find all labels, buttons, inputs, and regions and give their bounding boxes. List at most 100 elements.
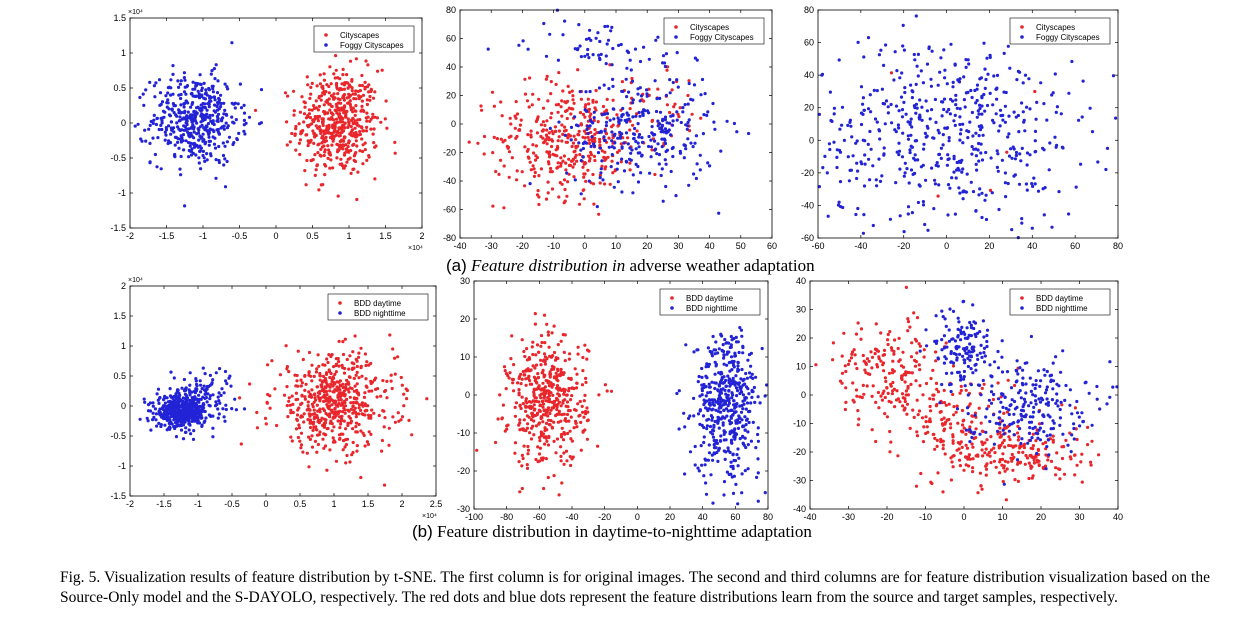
scatter-point bbox=[192, 429, 196, 433]
scatter-point bbox=[350, 89, 354, 93]
scatter-point bbox=[756, 432, 760, 437]
scatter-point bbox=[629, 151, 633, 155]
scatter-point bbox=[851, 381, 855, 385]
scatter-point bbox=[929, 376, 933, 381]
scatter-point bbox=[871, 384, 875, 388]
scatter-point bbox=[522, 349, 526, 354]
scatter-point bbox=[587, 138, 591, 142]
scatter-point bbox=[892, 352, 896, 356]
scatter-point bbox=[340, 162, 344, 166]
scatter-point bbox=[567, 163, 572, 167]
scatter-point bbox=[945, 82, 949, 86]
scatter-point bbox=[507, 376, 511, 380]
scatter-point bbox=[744, 407, 748, 411]
scatter-point bbox=[563, 432, 567, 436]
scatter-point bbox=[686, 93, 690, 98]
scatter-point bbox=[524, 409, 528, 413]
scatter-point bbox=[1061, 146, 1065, 150]
scatter-point bbox=[910, 96, 915, 100]
scatter-point bbox=[184, 115, 188, 119]
scatter-point bbox=[521, 456, 525, 461]
scatter-point bbox=[713, 381, 717, 385]
scatter-point bbox=[342, 371, 347, 375]
scatter-point bbox=[343, 126, 347, 130]
scatter-point bbox=[906, 317, 910, 321]
scatter-point bbox=[315, 450, 319, 454]
scatter-point bbox=[192, 130, 196, 134]
scatter-point bbox=[573, 149, 577, 153]
x-tick-label: 40 bbox=[698, 512, 708, 522]
scatter-point bbox=[559, 105, 563, 109]
scatter-point bbox=[159, 424, 163, 429]
scatter-point bbox=[319, 147, 323, 151]
scatter-point bbox=[917, 363, 921, 367]
scatter-point bbox=[307, 108, 311, 112]
scatter-point bbox=[587, 154, 591, 158]
scatter-point bbox=[734, 335, 738, 339]
scatter-point bbox=[157, 421, 161, 425]
scatter-point bbox=[584, 179, 588, 183]
scatter-point bbox=[710, 398, 714, 402]
scatter-point bbox=[293, 132, 297, 136]
scatter-point bbox=[980, 104, 984, 108]
scatter-point bbox=[564, 140, 568, 144]
scatter-point bbox=[166, 411, 170, 416]
scatter-point bbox=[307, 371, 311, 375]
x-tick-label: 1.5 bbox=[379, 231, 392, 241]
scatter-point bbox=[154, 81, 158, 85]
scatter-point bbox=[861, 231, 866, 235]
scatter-point bbox=[316, 442, 320, 447]
scatter-point bbox=[593, 128, 597, 132]
scatter-point bbox=[318, 129, 322, 133]
scatter-point bbox=[555, 437, 560, 441]
scatter-point bbox=[700, 375, 704, 379]
scatter-point bbox=[158, 91, 163, 95]
scatter-point bbox=[339, 157, 343, 161]
scatter-point bbox=[158, 103, 162, 107]
scatter-point bbox=[548, 375, 552, 379]
scatter-point bbox=[346, 423, 350, 428]
scatter-point bbox=[361, 143, 365, 147]
scatter-point bbox=[346, 145, 350, 149]
scatter-point bbox=[533, 170, 537, 175]
scatter-point bbox=[756, 426, 760, 430]
scatter-point bbox=[157, 78, 162, 82]
x-tick-label: 2 bbox=[399, 499, 404, 509]
scatter-point bbox=[901, 350, 905, 354]
scatter-point bbox=[330, 429, 334, 433]
scatter-point bbox=[723, 430, 727, 434]
scatter-point bbox=[352, 362, 356, 366]
scatter-point bbox=[486, 47, 490, 51]
scatter-point bbox=[729, 355, 734, 359]
scatter-point bbox=[980, 215, 984, 220]
scatter-point bbox=[358, 83, 362, 88]
scatter-point bbox=[840, 381, 844, 385]
scatter-point bbox=[711, 334, 715, 339]
scatter-point bbox=[520, 464, 524, 468]
scatter-point bbox=[303, 101, 307, 105]
scatter-point bbox=[704, 365, 708, 369]
scatter-point bbox=[349, 148, 353, 153]
legend-box bbox=[663, 17, 765, 45]
scatter-point bbox=[198, 149, 202, 153]
scatter-point bbox=[289, 411, 293, 415]
scatter-point bbox=[144, 139, 148, 143]
scatter-point bbox=[980, 158, 985, 162]
scatter-point bbox=[331, 375, 335, 379]
scatter-point bbox=[871, 223, 875, 228]
scatter-point bbox=[530, 414, 535, 418]
scatter-point bbox=[561, 89, 565, 93]
scatter-point bbox=[908, 148, 912, 152]
scatter-point bbox=[259, 88, 264, 92]
scatter-point bbox=[995, 97, 999, 101]
scatter-point bbox=[309, 85, 313, 89]
scatter-point bbox=[901, 131, 905, 135]
scatter-point bbox=[539, 334, 544, 338]
x-tick-label: 0 bbox=[273, 231, 278, 241]
scatter-point bbox=[852, 348, 856, 352]
scatter-point bbox=[345, 160, 349, 164]
scatter-point bbox=[336, 194, 340, 198]
scatter-point bbox=[175, 121, 179, 125]
scatter-point bbox=[367, 430, 371, 434]
scatter-point bbox=[738, 437, 742, 441]
